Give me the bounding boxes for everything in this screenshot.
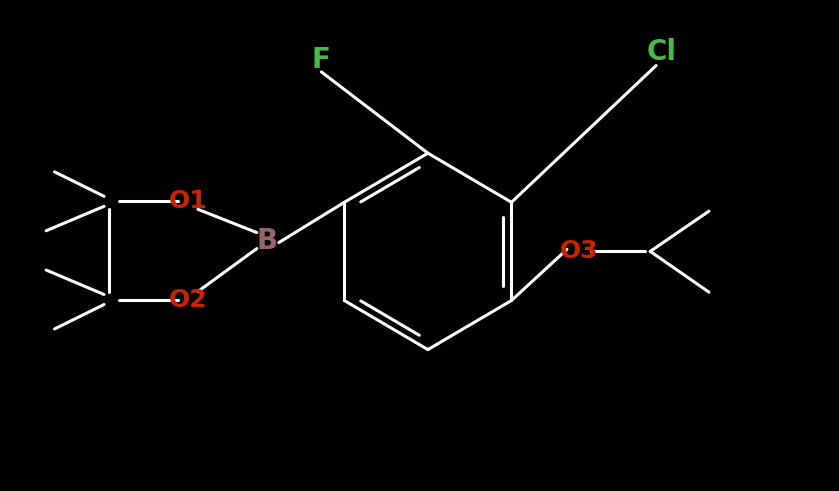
Text: O1: O1 bbox=[169, 190, 207, 213]
Text: O2: O2 bbox=[169, 288, 207, 311]
Text: F: F bbox=[312, 46, 331, 74]
Text: B: B bbox=[256, 226, 278, 255]
Text: O3: O3 bbox=[560, 240, 598, 263]
Text: Cl: Cl bbox=[646, 37, 676, 66]
